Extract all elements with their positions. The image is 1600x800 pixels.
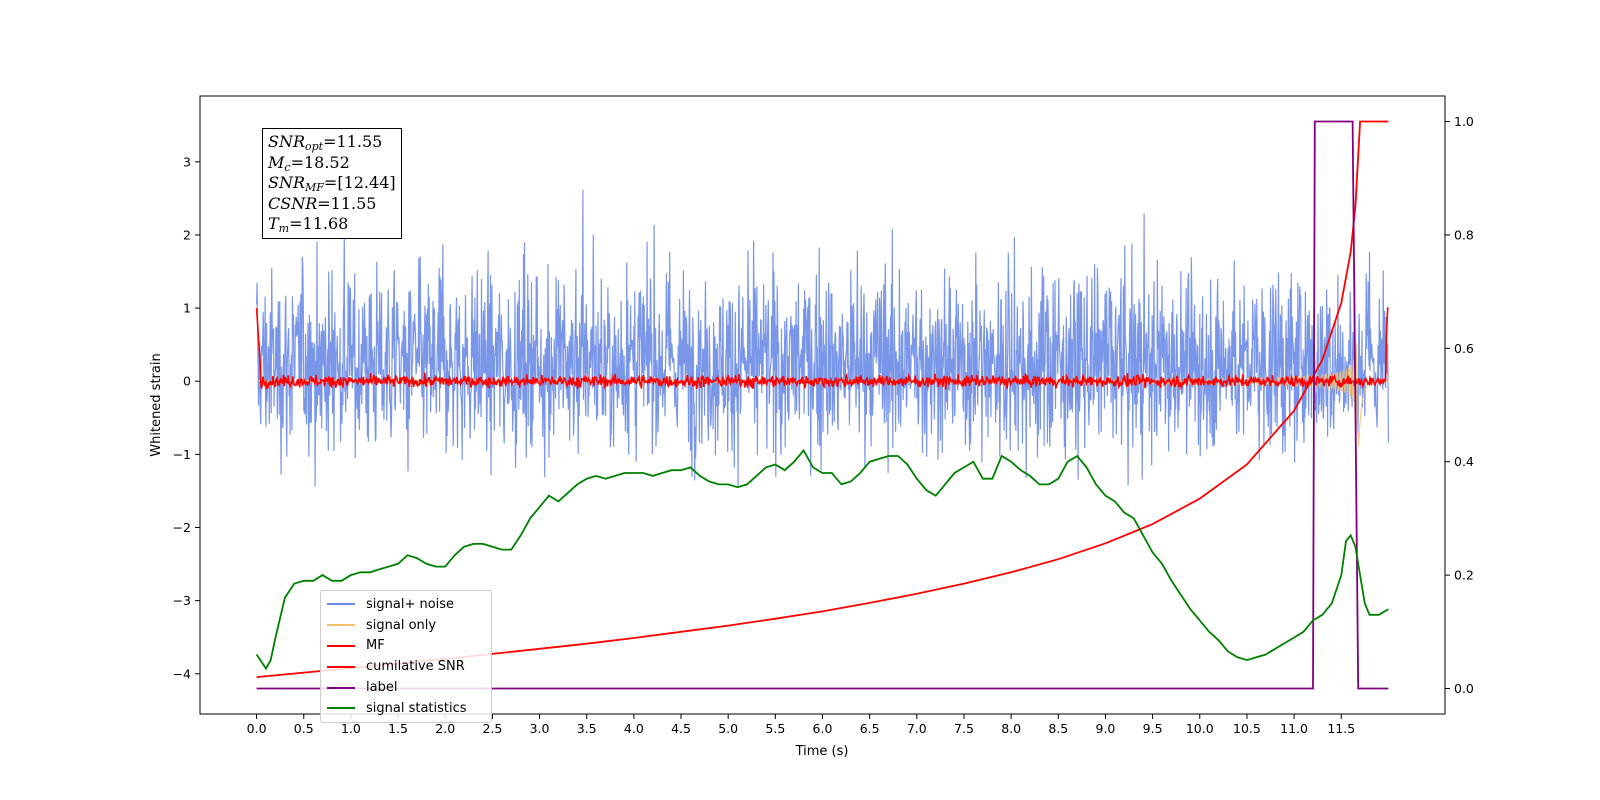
legend-swatch: [327, 707, 355, 710]
legend-item-mf: MF: [327, 636, 485, 657]
y-axis-left: 3 2 1 0 −1 −2 −3 −4: [173, 154, 200, 681]
x-tick-label: 4.0: [624, 721, 644, 736]
y-tick-label-left: −1: [173, 447, 191, 462]
x-tick-label: 3.5: [577, 721, 597, 736]
x-tick-label: 1.0: [341, 721, 361, 736]
series-signal-statistics: [255, 448, 1389, 671]
x-axis-label: Time (s): [795, 744, 849, 759]
x-tick-label: 1.5: [388, 721, 408, 736]
x-tick-label: 3.0: [530, 721, 550, 736]
legend-swatch: [327, 644, 355, 647]
legend-item-signal-only: signal only: [327, 615, 485, 636]
x-tick-label: 11.5: [1327, 721, 1355, 736]
legend-swatch: [327, 624, 355, 627]
annotation-merger-time: Tm=11.68: [268, 214, 349, 235]
x-tick-label: 6.5: [860, 721, 880, 736]
x-tick-label: 5.5: [765, 721, 785, 736]
x-tick-label: 6.0: [813, 721, 833, 736]
x-tick-label: 7.5: [954, 721, 974, 736]
y-tick-label-right: 0.8: [1454, 227, 1474, 242]
y-axis-right: 1.0 0.8 0.6 0.4 0.2 0.0: [1445, 114, 1474, 696]
series-label: [256, 120, 1389, 690]
annotation-snr-mf: SNRMF=[12.44]: [268, 173, 396, 194]
stats-annotation-box: SNRopt=11.55 Mc=18.52 SNRMF=[12.44] CSNR…: [262, 128, 402, 239]
x-tick-label: 5.0: [718, 721, 738, 736]
annotation-chirp-mass: Mc=18.52: [268, 152, 350, 174]
legend-swatch: [327, 603, 355, 606]
x-tick-label: 10.0: [1186, 721, 1214, 736]
legend-swatch: [327, 686, 355, 689]
x-tick-label: 11.0: [1280, 721, 1308, 736]
annotation-snr-opt: SNRopt=11.55: [268, 132, 383, 153]
x-tick-label: 10.5: [1233, 721, 1261, 736]
x-tick-label: 7.0: [907, 721, 927, 736]
legend-item-cumulative-snr: cumilative SNR: [327, 656, 485, 677]
x-tick-label: 4.5: [671, 721, 691, 736]
y-tick-label-right: 0.6: [1454, 341, 1474, 356]
x-tick-label: 9.5: [1143, 721, 1163, 736]
x-tick-label: 2.5: [482, 721, 502, 736]
y-tick-label-left: 1: [183, 301, 191, 316]
annotation-csnr: CSNR=11.55: [268, 193, 377, 213]
y-tick-label-right: 0.4: [1454, 454, 1474, 469]
x-axis: 0.0 0.5 1.0 1.5 2.0 2.5 3.0 3.5 4.0 4.5 5.0 5.5 6.0 6…: [247, 714, 1355, 736]
x-tick-label: 8.5: [1048, 721, 1068, 736]
series-mf: [255, 307, 1389, 391]
x-tick-label: 0.0: [247, 721, 267, 736]
legend-item-signal-statistics: signal statistics: [327, 698, 485, 719]
legend: signal+ noise signal only MF cumilative …: [320, 590, 492, 723]
y-tick-label-left: −3: [173, 593, 191, 608]
x-tick-label: 9.0: [1096, 721, 1116, 736]
x-tick-label: 8.0: [1001, 721, 1021, 736]
y-tick-label-right: 1.0: [1454, 114, 1474, 129]
y-tick-label-left: −2: [173, 520, 191, 535]
series-signal-noise: [256, 189, 1389, 488]
legend-item-signal-noise: signal+ noise: [327, 594, 485, 615]
x-tick-label: 0.5: [294, 721, 314, 736]
y-tick-label-left: 2: [183, 227, 191, 242]
x-tick-label: 2.0: [435, 721, 455, 736]
y-tick-label-right: 0.2: [1454, 568, 1474, 583]
y-axis-label: Whitened strain: [149, 353, 164, 456]
y-tick-label-left: −4: [173, 666, 191, 681]
legend-item-label: label: [327, 677, 485, 698]
y-tick-label-left: 3: [183, 154, 191, 169]
legend-swatch: [327, 665, 355, 668]
y-tick-label-right: 0.0: [1454, 681, 1474, 696]
y-tick-label-left: 0: [183, 374, 191, 389]
